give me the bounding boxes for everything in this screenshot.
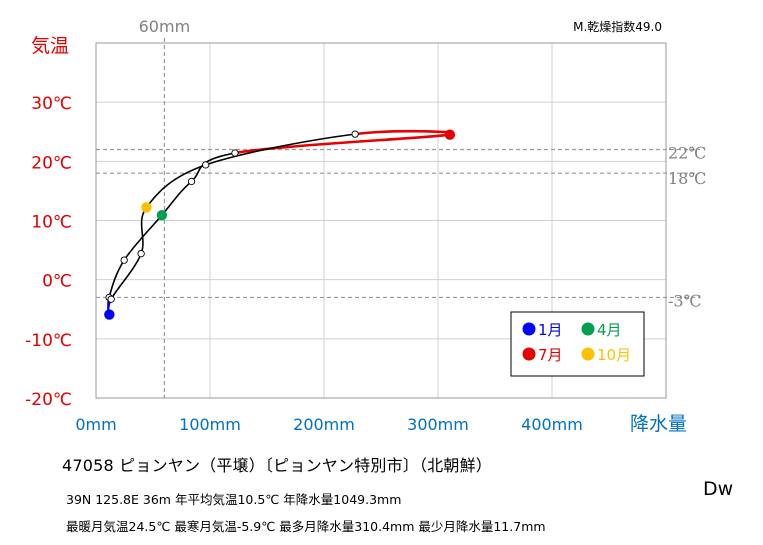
y-axis-title: 気温 — [31, 35, 69, 57]
curve-segment — [140, 207, 148, 254]
x-tick-label: 300mm — [407, 415, 469, 434]
month-point-highlight — [104, 309, 115, 320]
monthly-points — [104, 129, 456, 320]
month-point — [107, 295, 115, 303]
x-tick-label: 100mm — [179, 415, 241, 434]
station-title: 47058 ピョンヤン（平壌）〔ピョンヤン特別市〕（北朝鮮） — [62, 456, 492, 475]
legend-marker — [522, 322, 536, 336]
curve-segment — [234, 133, 451, 155]
curve-segment — [145, 164, 206, 208]
reference-label-x: 60mm — [139, 17, 191, 36]
legend-marker — [522, 347, 536, 361]
y-tick-label: -10℃ — [25, 331, 72, 351]
x-tick-label: 0mm — [75, 415, 116, 434]
y-tick-label: 0℃ — [42, 272, 72, 292]
legend-label: 7月 — [538, 346, 563, 364]
legend-label: 10月 — [597, 346, 631, 364]
legend-label: 4月 — [597, 321, 622, 339]
month-point-highlight — [444, 129, 456, 140]
legend-box — [510, 311, 645, 377]
x-tick-label: 200mm — [293, 415, 355, 434]
month-point-highlight — [156, 209, 168, 221]
month-point-highlight — [141, 202, 152, 213]
x-tick-label: 400mm — [521, 415, 583, 434]
curve-segment — [205, 133, 356, 166]
month-point — [202, 161, 210, 169]
x-axis-title: 降水量 — [630, 413, 687, 435]
station-stats-line-1: 39N 125.8E 36m 年平均気温10.5℃ 年降水量1049.3mm — [66, 492, 402, 507]
axes: 0mm 100mm 200mm 300mm 400mm -20℃ -10℃ 0℃ 10℃ 20℃ 3… — [25, 94, 583, 434]
reference-label-y: 22℃ — [668, 144, 706, 163]
y-tick-label: 30℃ — [31, 94, 72, 114]
legend: 1月 4月 7月 10月 — [510, 311, 645, 377]
curve-segment — [354, 129, 455, 136]
y-tick-label: 20℃ — [31, 153, 72, 173]
reference-label-y: 18℃ — [668, 169, 706, 188]
grid — [96, 43, 666, 398]
aridity-index-label: M.乾燥指数49.0 — [573, 19, 662, 34]
hythergraph-chart: 60mm 22℃ 18℃ -3℃ 0mm 100mm 200mm 300mm 400mm -20… — [25, 17, 706, 435]
plot-frame — [95, 42, 667, 399]
month-point — [120, 256, 128, 264]
y-tick-label: -20℃ — [25, 390, 72, 410]
climate-class-code: Dw — [703, 478, 734, 500]
climate-curve — [107, 129, 455, 316]
station-stats-line-2: 最暖月気温24.5℃ 最寒月気温-5.9℃ 最多月降水量310.4mm 最少月降… — [66, 519, 546, 534]
reference-lines: 60mm 22℃ 18℃ -3℃ — [96, 17, 706, 398]
month-point — [351, 130, 359, 138]
reference-label-y: -3℃ — [668, 291, 701, 310]
month-point — [231, 149, 239, 157]
y-tick-label: 10℃ — [31, 213, 72, 233]
month-point — [137, 249, 145, 258]
legend-label: 1月 — [538, 321, 563, 339]
month-point — [187, 177, 196, 186]
legend-marker — [581, 347, 595, 361]
legend-marker — [581, 322, 595, 336]
